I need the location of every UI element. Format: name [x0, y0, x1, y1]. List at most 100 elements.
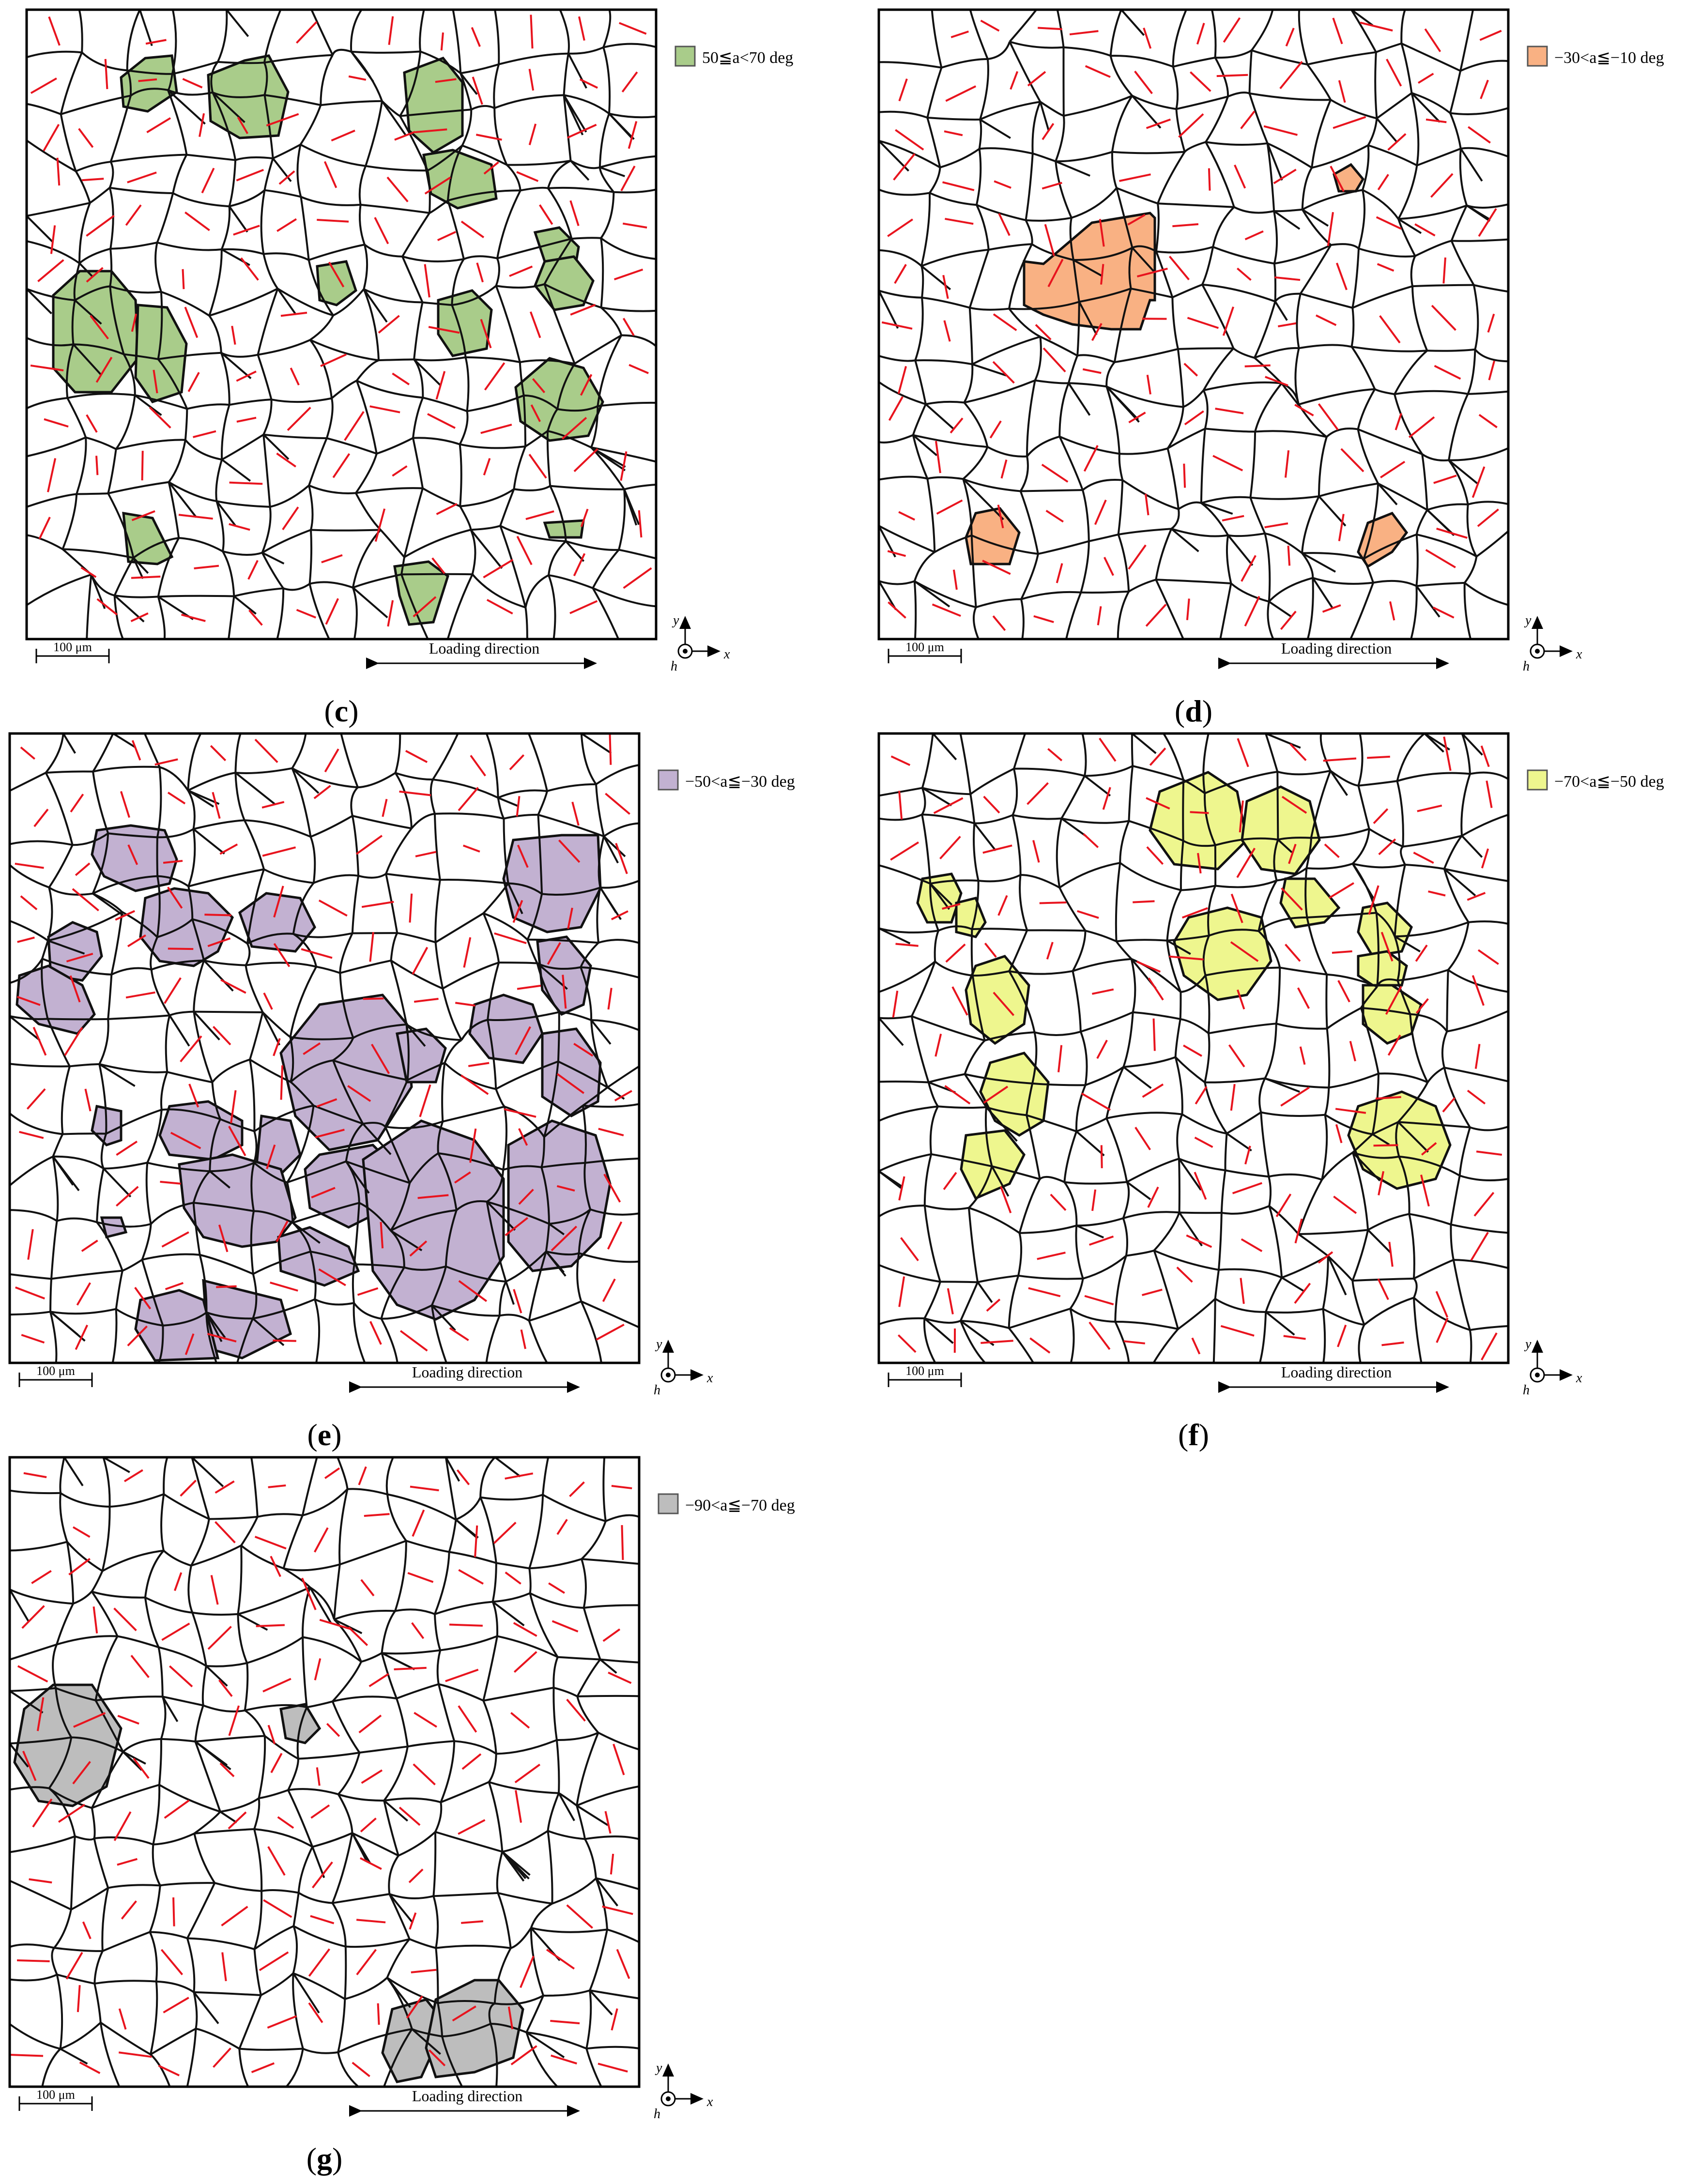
grain-boundary: [1010, 10, 1036, 42]
grain-boundary: [600, 114, 609, 168]
grain-boundary: [1059, 383, 1069, 436]
panel-caption: (e): [307, 1418, 341, 1452]
grain-boundary: [1018, 1233, 1021, 1276]
grain-boundary: [273, 145, 301, 158]
orientation-line: [1437, 1318, 1448, 1343]
orientation-line: [185, 212, 209, 230]
grain-boundary: [1411, 586, 1417, 639]
orientation-line: [370, 932, 373, 962]
grain-boundary: [356, 493, 381, 530]
grain-boundary: [360, 205, 365, 244]
orientation-line: [893, 991, 898, 1017]
grain-boundary: [10, 1589, 73, 1604]
orientation-line: [183, 269, 184, 289]
grain-boundary: [929, 1074, 965, 1083]
grain-boundary: [1014, 769, 1085, 776]
orientation-line: [222, 1953, 226, 1981]
orientation-line: [1070, 31, 1098, 34]
orientation-line: [80, 2062, 100, 2073]
orientation-line: [317, 220, 349, 222]
orientation-line: [194, 566, 219, 568]
orientation-line: [1476, 1151, 1502, 1155]
orientation-line: [1288, 546, 1290, 565]
orientation-line: [126, 205, 141, 225]
grain-boundary: [90, 188, 110, 203]
grain-boundary: [341, 733, 358, 787]
grain-boundary: [1227, 1112, 1261, 1133]
grain-boundary: [338, 1794, 384, 1801]
grain-boundary: [284, 1569, 310, 1588]
grain-boundary: [1021, 490, 1083, 491]
grain-boundary: [223, 551, 262, 555]
grain-boundary: [216, 501, 270, 507]
grain-boundary: [92, 1808, 95, 1838]
grain-boundary: [554, 1688, 578, 1696]
orientation-line: [413, 947, 427, 975]
grain-boundary: [169, 1015, 189, 1046]
orientation-line: [945, 219, 973, 224]
orientation-line: [214, 2048, 231, 2067]
orientation-line: [521, 1329, 525, 1349]
grain-boundary: [222, 405, 230, 459]
loading-direction-label: Loading direction: [429, 640, 539, 657]
orientation-line: [21, 896, 37, 910]
orientation-line: [944, 321, 950, 341]
grain-boundary: [1172, 285, 1202, 297]
grain-boundary: [159, 1647, 206, 1666]
grain-boundary: [1307, 917, 1327, 975]
grain-boundary: [1359, 1325, 1364, 1363]
orientation-line: [38, 260, 63, 281]
orientation-line: [87, 415, 97, 432]
grain-boundary: [1299, 345, 1351, 348]
grain-boundary: [471, 106, 494, 109]
orientation-line: [552, 1621, 578, 1632]
axis-triad: yxh: [1523, 613, 1582, 674]
orientation-line: [415, 852, 436, 856]
grain-boundary: [988, 42, 1010, 59]
grain-boundary: [303, 1489, 348, 1515]
orientation-line: [944, 131, 963, 135]
orientation-line: [27, 1089, 45, 1109]
orientation-line: [891, 756, 910, 765]
orientation-line: [1034, 616, 1054, 622]
grain-boundary: [548, 188, 614, 192]
grain-boundary: [169, 482, 179, 538]
orientation-line: [459, 788, 478, 811]
grain-boundary: [1358, 389, 1375, 429]
grain-boundary: [1331, 244, 1359, 248]
orientation-line: [161, 1950, 182, 1975]
grain-boundary: [965, 1040, 985, 1074]
orientation-line: [325, 1468, 339, 1479]
grain-boundary: [1012, 815, 1020, 875]
orientation-line: [981, 20, 999, 31]
grain-boundary: [316, 967, 340, 973]
highlighted-grain: [1358, 903, 1411, 956]
orientation-line: [66, 1953, 82, 1979]
axis-h-label: h: [1523, 1383, 1530, 1398]
orientation-line: [1042, 183, 1062, 189]
grain-boundary: [1395, 351, 1427, 394]
grain-boundary: [972, 337, 1040, 365]
orientation-line: [1092, 1190, 1095, 1211]
grain-boundary: [1452, 240, 1508, 241]
grain-boundary: [1460, 61, 1508, 71]
grain-boundary: [10, 773, 46, 791]
grain-boundary: [1266, 733, 1277, 772]
orientation-line: [34, 1027, 46, 1055]
grain-boundary: [1368, 1214, 1409, 1230]
grain-boundary: [387, 1939, 410, 1978]
legend: −30<a≦−10 deg: [1528, 46, 1664, 67]
grain-boundary: [1177, 1115, 1182, 1159]
loading-direction-label: Loading direction: [412, 1363, 522, 1381]
orientation-line: [221, 980, 246, 993]
grain-boundary: [1451, 1224, 1453, 1260]
orientation-line: [410, 1487, 439, 1491]
grain-boundary: [1035, 337, 1041, 381]
grain-boundary: [879, 581, 896, 610]
grain-boundary: [406, 1541, 449, 1552]
grain-boundary: [1183, 390, 1204, 407]
grain-boundary: [449, 1552, 496, 1563]
grain-boundary: [334, 1611, 395, 1619]
grain-boundary: [1027, 381, 1035, 457]
grain-boundary: [218, 62, 264, 63]
